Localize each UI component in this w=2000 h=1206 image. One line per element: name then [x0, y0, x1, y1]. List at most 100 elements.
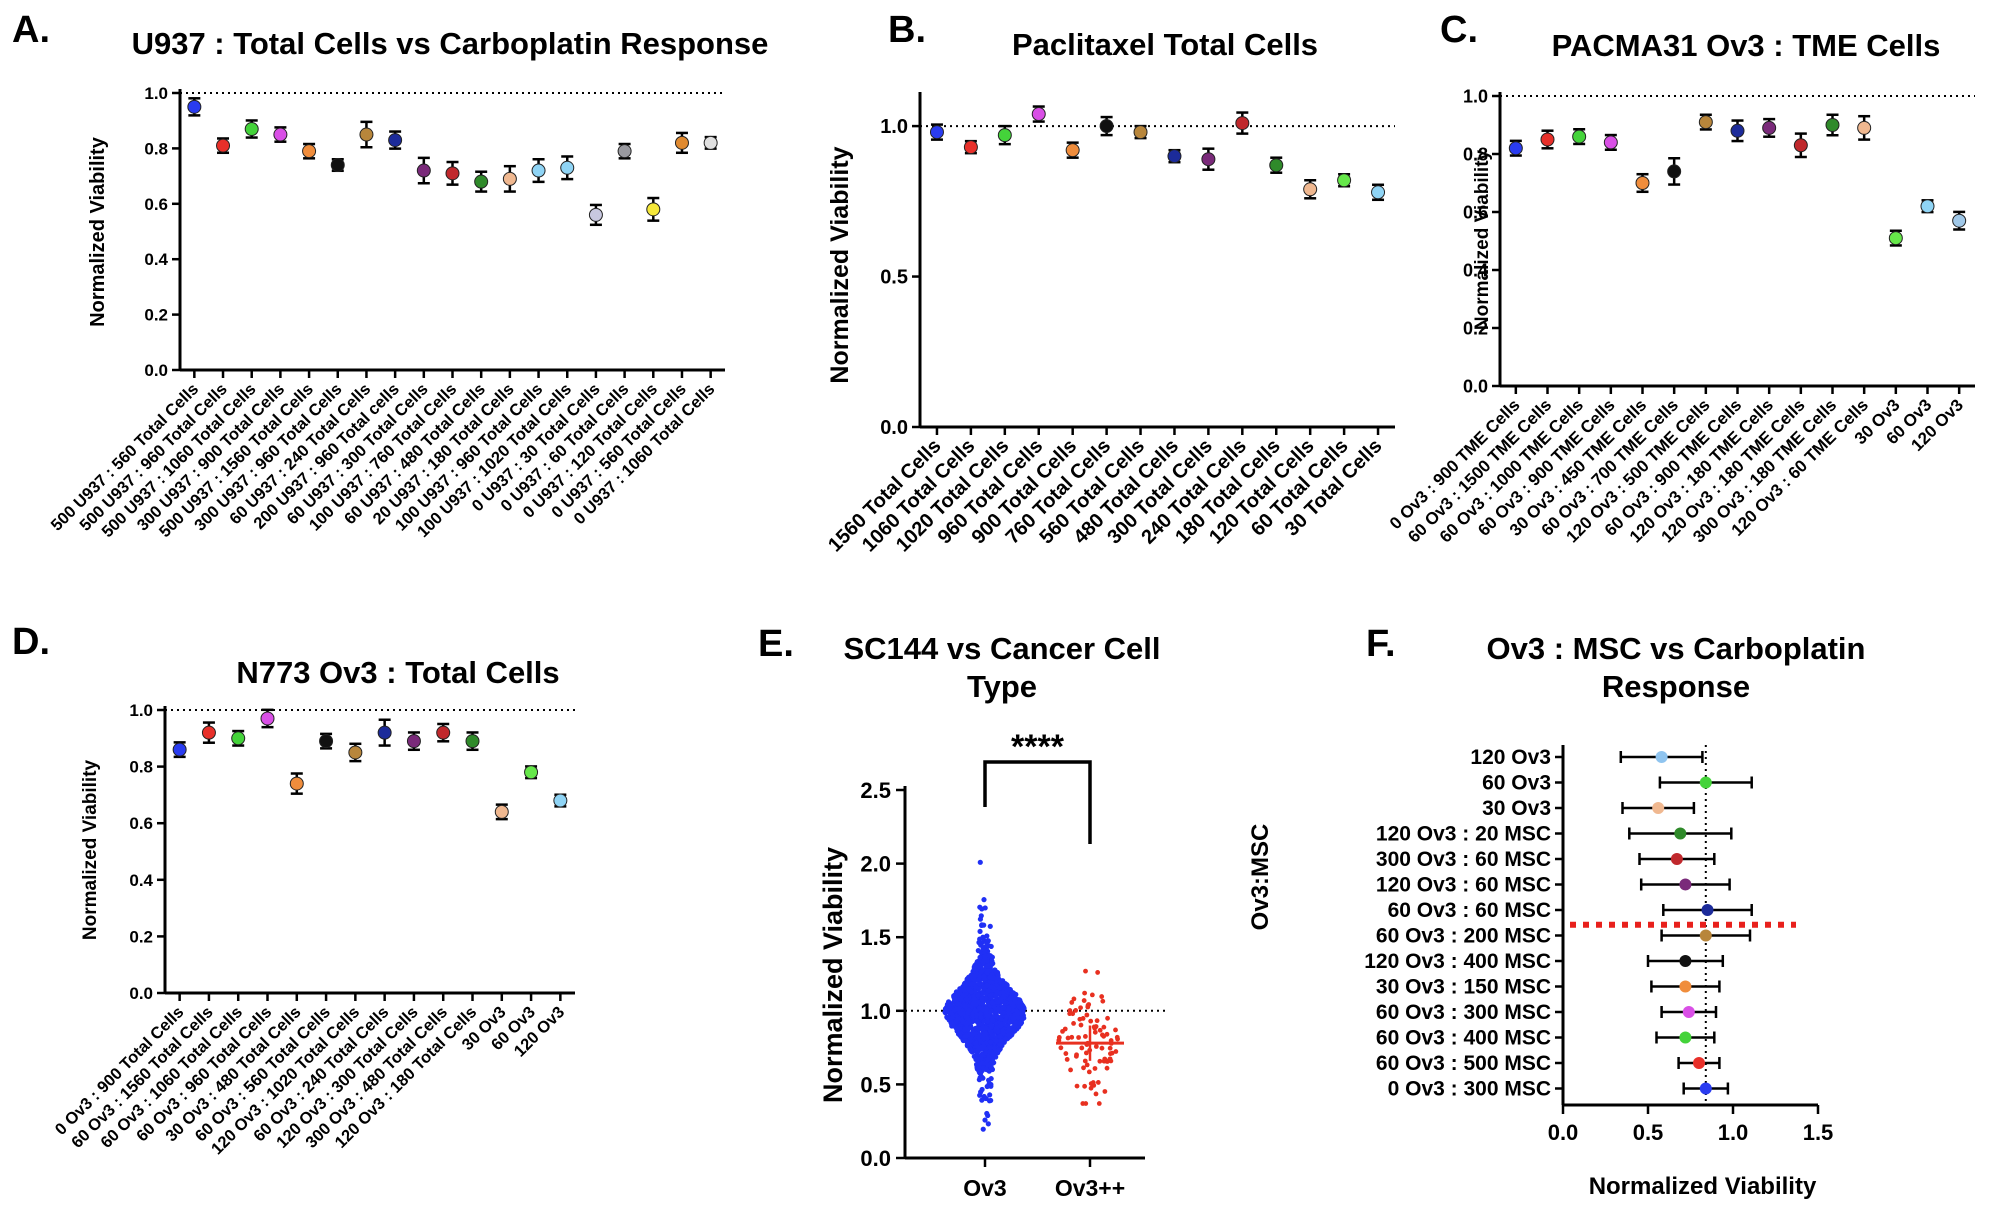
data-point: [1069, 1034, 1075, 1040]
data-point: [948, 1010, 954, 1016]
data-point: [983, 1010, 989, 1016]
data-point: [976, 1061, 983, 1067]
data-point: [980, 934, 986, 940]
data-point: [1019, 1016, 1025, 1022]
data-point: [980, 1006, 986, 1012]
data-point: [1108, 1051, 1113, 1057]
significance-bracket: [983, 760, 1092, 844]
data-point: [986, 952, 992, 959]
data-point: [1105, 1015, 1110, 1021]
chart-title: Paclitaxel Total Cells: [1012, 27, 1318, 62]
data-point: [1133, 125, 1148, 140]
data-point: [989, 961, 995, 967]
data-point: [674, 135, 689, 150]
y-tick-label: 60 Ov3 : 200 MSC: [1376, 925, 1551, 948]
data-point: [985, 1121, 991, 1127]
y-tick-label: 300 Ov3 : 60 MSC: [1376, 848, 1551, 871]
data-point: [977, 859, 983, 865]
y-tick-label: 0.8: [144, 139, 168, 158]
data-point: [1083, 1101, 1089, 1106]
y-axis-label: Normalized Viability: [80, 759, 101, 940]
data-point: [995, 973, 1001, 979]
data-point: [976, 939, 982, 946]
data-point: [1097, 1058, 1103, 1064]
data-point: [1699, 1082, 1712, 1095]
data-point: [974, 1025, 980, 1031]
y-tick-label: 0.8: [129, 758, 153, 777]
data-point: [989, 1000, 995, 1006]
data-point: [962, 1026, 968, 1032]
x-tick-label: 0.0: [1548, 1120, 1579, 1145]
data-point: [646, 202, 661, 217]
data-point: [980, 1126, 986, 1132]
data-point: [1068, 1067, 1073, 1073]
y-tick-label: 30 Ov3 : 150 MSC: [1376, 976, 1551, 999]
data-point: [983, 995, 989, 1001]
data-point: [967, 1038, 974, 1044]
data-point: [972, 962, 978, 968]
data-point: [963, 996, 969, 1002]
data-point: [985, 1056, 991, 1063]
data-point: [981, 922, 987, 928]
data-point: [980, 990, 986, 996]
x-tick-label: 1.0: [1718, 1120, 1749, 1145]
data-point: [992, 967, 998, 973]
data-point: [1167, 149, 1182, 164]
data-point: [987, 923, 993, 929]
data-point: [981, 1025, 987, 1031]
data-point: [993, 1010, 999, 1016]
data-point: [244, 122, 259, 137]
data-point: [1508, 141, 1523, 156]
data-point: [1017, 1021, 1023, 1027]
data-point: [703, 135, 718, 150]
data-point: [416, 163, 431, 178]
data-point: [970, 1029, 976, 1035]
data-point: [1074, 1083, 1080, 1089]
data-point: [302, 144, 317, 159]
data-point: [1073, 1053, 1079, 1059]
data-point: [978, 969, 984, 975]
data-point: [968, 989, 974, 995]
data-point: [983, 1066, 989, 1072]
data-point: [1085, 1002, 1091, 1008]
data-point: [1006, 1007, 1012, 1013]
data-point: [1101, 1024, 1107, 1030]
data-point: [955, 1016, 961, 1022]
y-tick-label: 0 Ov3 : 300 MSC: [1388, 1078, 1551, 1101]
data-point: [1603, 135, 1618, 150]
data-point: [1082, 1058, 1088, 1064]
chart-title-line: Type: [967, 669, 1037, 704]
y-tick-label: 60 Ov3 : 500 MSC: [1376, 1052, 1551, 1075]
data-point: [1067, 1008, 1073, 1013]
data-point: [553, 793, 568, 808]
data-point: [988, 1039, 994, 1045]
data-point: [1762, 120, 1777, 135]
data-point: [973, 1040, 979, 1046]
data-point: [990, 1017, 996, 1023]
data-point: [978, 1070, 984, 1076]
data-point: [1080, 1016, 1086, 1021]
data-point: [1058, 1045, 1064, 1051]
panel-letter: C.: [1440, 9, 1478, 51]
data-point: [1235, 116, 1250, 131]
data-point: [273, 127, 288, 142]
data-point: [524, 765, 539, 780]
data-point: [1007, 1019, 1013, 1025]
data-point: [955, 1001, 961, 1007]
data-point: [1086, 1069, 1092, 1075]
data-point: [979, 906, 985, 912]
data-point: [953, 1025, 959, 1031]
data-point: [1084, 1012, 1090, 1018]
data-point: [1115, 1036, 1120, 1042]
chart-title: PACMA31 Ov3 : TME Cells: [1552, 28, 1941, 63]
data-point: [973, 984, 979, 991]
data-point: [1090, 1080, 1096, 1085]
data-point: [1793, 138, 1808, 153]
data-point: [1092, 1025, 1098, 1031]
y-tick-label: 2.0: [860, 852, 891, 877]
data-point: [1679, 1031, 1692, 1044]
data-point: [1679, 955, 1692, 967]
y-tick-label: 0.4: [129, 871, 153, 890]
data-point: [988, 1065, 995, 1071]
y-tick-label: 0.0: [144, 361, 168, 380]
